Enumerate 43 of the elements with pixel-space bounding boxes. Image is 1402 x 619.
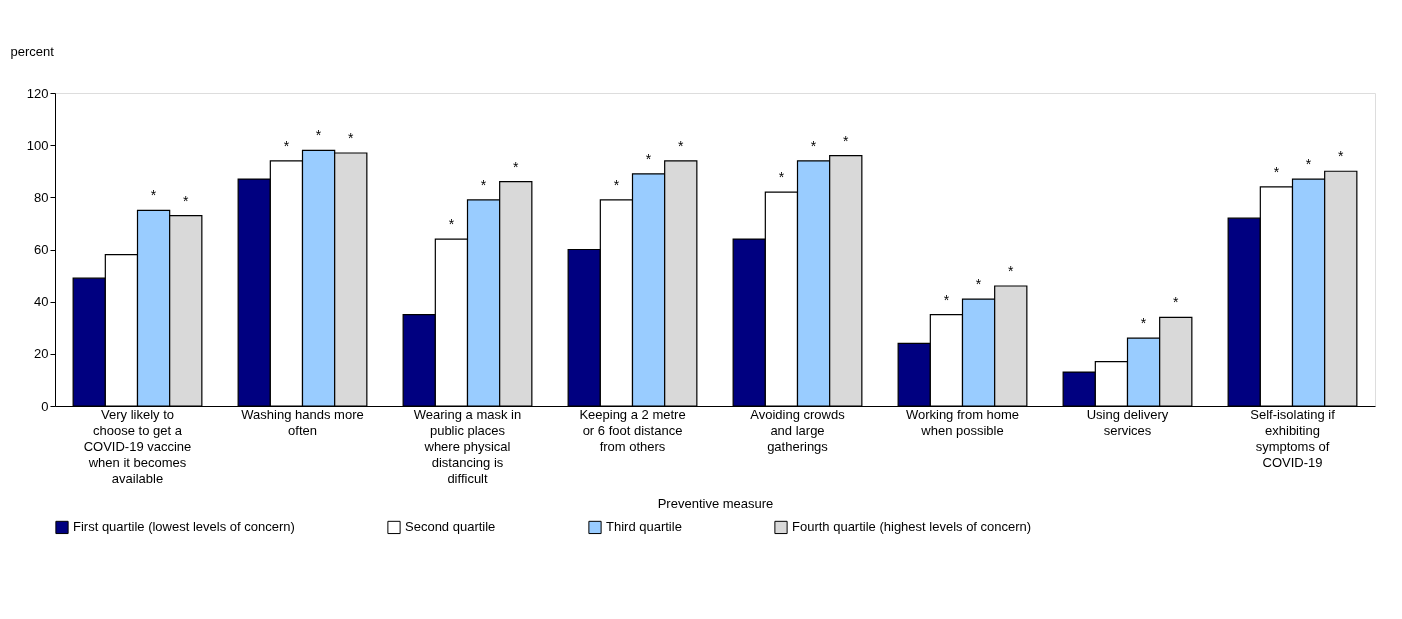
data-label: * <box>645 150 652 167</box>
y-tick-label: 20 <box>34 346 49 362</box>
data-label: * <box>480 176 487 193</box>
data-label: * <box>513 158 520 175</box>
data-label: * <box>975 276 982 293</box>
x-tick-label: Working from home when possible <box>905 406 1020 438</box>
x-tick-label: Washing hands more often <box>241 406 364 438</box>
x-tick-label: Avoiding crowds and large gatherings <box>750 406 846 454</box>
data-label: * <box>1173 294 1180 311</box>
x-tick-label: Wearing a mask in public places where physical distancing is difficult <box>413 406 522 486</box>
y-tick-label: 0 <box>41 398 49 414</box>
data-label: * <box>943 291 950 308</box>
x-tick-label: Very likely to choose to get a COVID-19 vaccine when it becomes available <box>83 406 192 486</box>
data-label: * <box>150 187 157 204</box>
data-label: * <box>678 137 685 154</box>
legend-label: Fourth quartile (highest levels of concern) <box>792 519 1032 535</box>
y-tick-label: 40 <box>34 294 49 310</box>
x-tick-label: Using delivery services <box>1086 406 1169 438</box>
data-label: * <box>315 127 322 144</box>
x-axis-title: Preventive measure <box>657 495 774 511</box>
data-label: * <box>1273 163 1280 180</box>
data-label: * <box>1338 148 1345 165</box>
data-label: * <box>1140 315 1147 332</box>
y-tick-label: 60 <box>34 242 49 257</box>
data-label: * <box>183 192 190 209</box>
data-label: * <box>283 137 290 154</box>
data-label: * <box>348 129 355 146</box>
data-label: * <box>613 176 620 193</box>
y-tick-label: 120 <box>26 85 49 101</box>
data-label: * <box>448 216 455 233</box>
y-tick-label: 80 <box>34 189 49 205</box>
data-label: * <box>1305 156 1312 173</box>
data-label: * <box>778 169 785 186</box>
legend-label: Third quartile <box>606 519 682 535</box>
x-tick-label: Keeping a 2 metre or 6 foot distance from others <box>579 406 686 454</box>
legend-label: First quartile (lowest levels of concern) <box>73 519 295 535</box>
data-label: * <box>1008 263 1015 280</box>
data-label: * <box>843 132 850 149</box>
y-tick-label: 100 <box>26 137 49 153</box>
x-tick-label: Self-isolating if exhibiting symptoms of COVID-19 <box>1250 406 1336 470</box>
legend-label: Second quartile <box>405 519 496 535</box>
y-axis-title: percent <box>10 43 55 59</box>
data-label: * <box>810 137 817 154</box>
